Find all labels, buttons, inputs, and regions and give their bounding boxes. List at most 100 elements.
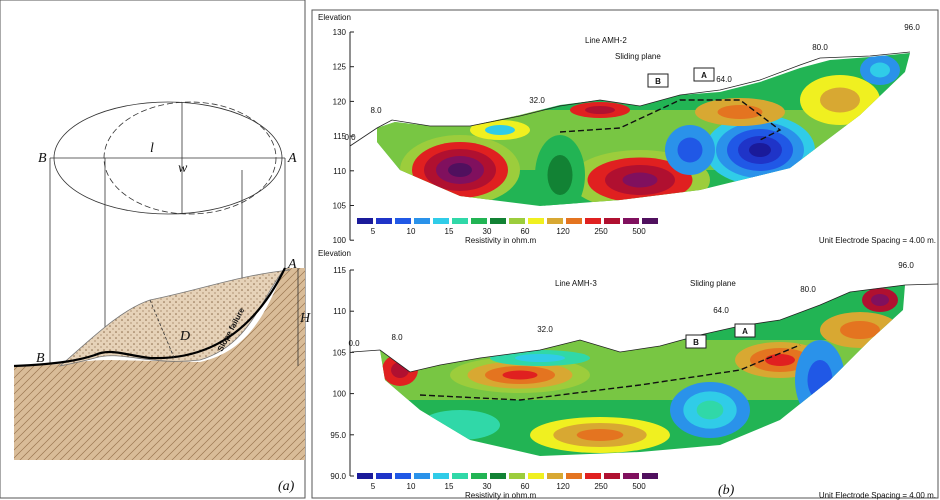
spacing-note: Unit Electrode Spacing = 4.00 m. xyxy=(819,491,936,500)
legend-swatch xyxy=(452,218,468,224)
elevation-label: 110 xyxy=(333,307,346,316)
legend-swatch xyxy=(585,218,601,224)
legend-swatch xyxy=(509,218,525,224)
diagram-label: D xyxy=(179,329,190,344)
resistivity-zone xyxy=(448,163,472,177)
resistivity-zone xyxy=(718,105,763,119)
legend-value: 5 xyxy=(371,482,376,491)
resistivity-zone xyxy=(503,371,538,380)
elevation-label: 90.0 xyxy=(330,472,346,481)
sliding-plane-label: Sliding plane xyxy=(690,279,736,288)
legend-swatch xyxy=(395,218,411,224)
elevation-label: 100 xyxy=(333,390,347,399)
legend-swatch xyxy=(585,473,601,479)
resistivity-zone xyxy=(871,294,889,306)
caption: (a) xyxy=(278,479,295,494)
axis-title: Elevation xyxy=(318,13,351,22)
legend-value: 120 xyxy=(556,482,570,491)
legend-swatch xyxy=(490,218,506,224)
legend-value: 10 xyxy=(407,227,416,236)
resistivity-zone xyxy=(870,63,890,78)
legend-value: 500 xyxy=(632,227,646,236)
distance-label: 8.0 xyxy=(391,333,403,342)
legend-swatch xyxy=(604,218,620,224)
distance-label: 8.0 xyxy=(370,106,382,115)
legend-swatch xyxy=(528,218,544,224)
diagram-label: B xyxy=(36,351,45,366)
legend-value: 5 xyxy=(371,227,376,236)
legend-swatch xyxy=(452,473,468,479)
legend-swatch xyxy=(547,218,563,224)
distance-label: 96.0 xyxy=(904,23,920,32)
legend-value: 10 xyxy=(407,482,416,491)
resistivity-zone xyxy=(749,143,771,157)
legend-title: Resistivity in ohm.m xyxy=(465,236,536,245)
marker-a: A xyxy=(701,71,707,80)
resistivity-zone xyxy=(840,321,880,339)
distance-label: 0.0 xyxy=(344,133,356,142)
legend-swatch xyxy=(623,473,639,479)
legend-value: 15 xyxy=(445,482,454,491)
legend-swatch xyxy=(376,218,392,224)
distance-label: 96.0 xyxy=(898,261,914,270)
legend-value: 250 xyxy=(594,227,608,236)
diagram-label: B xyxy=(38,151,47,166)
legend-swatch xyxy=(414,473,430,479)
legend-swatch xyxy=(433,218,449,224)
elevation-label: 130 xyxy=(333,28,347,37)
elevation-label: 120 xyxy=(333,97,347,106)
resistivity-zone xyxy=(548,155,573,195)
line-name: Line AMH-2 xyxy=(585,36,627,45)
resistivity-zone xyxy=(697,401,724,420)
legend-swatch xyxy=(471,218,487,224)
legend-title: Resistivity in ohm.m xyxy=(465,491,536,500)
legend-swatch xyxy=(414,218,430,224)
legend-swatch xyxy=(433,473,449,479)
resistivity-zone xyxy=(678,138,703,163)
legend-value: 60 xyxy=(521,227,530,236)
elevation-label: 95.0 xyxy=(330,431,346,440)
marker-a: A xyxy=(742,327,748,336)
resistivity-zone xyxy=(515,354,565,362)
distance-label: 80.0 xyxy=(812,43,828,52)
legend-swatch xyxy=(642,218,658,224)
elevation-label: 125 xyxy=(333,63,347,72)
line-name: Line AMH-3 xyxy=(555,279,597,288)
diagram-label: l xyxy=(150,141,154,156)
distance-label: 32.0 xyxy=(537,325,553,334)
legend-swatch xyxy=(528,473,544,479)
resistivity-zone xyxy=(577,429,624,441)
elevation-label: 100 xyxy=(333,236,347,245)
legend-swatch xyxy=(395,473,411,479)
legend-value: 15 xyxy=(445,227,454,236)
legend-swatch xyxy=(376,473,392,479)
legend-value: 250 xyxy=(594,482,608,491)
spacing-note: Unit Electrode Spacing = 4.00 m. xyxy=(819,236,936,245)
resistivity-zone xyxy=(485,125,515,135)
resistivity-zone xyxy=(585,106,615,114)
legend-swatch xyxy=(547,473,563,479)
distance-label: 64.0 xyxy=(713,306,729,315)
legend-swatch xyxy=(604,473,620,479)
diagram-label: A xyxy=(287,151,297,166)
distance-label: 64.0 xyxy=(716,75,732,84)
legend-swatch xyxy=(357,218,373,224)
axis-title: Elevation xyxy=(318,249,351,258)
elevation-label: 105 xyxy=(333,202,347,211)
distance-label: 80.0 xyxy=(800,285,816,294)
legend-swatch xyxy=(623,218,639,224)
caption: (b) xyxy=(718,483,735,498)
legend-swatch xyxy=(566,473,582,479)
legend-swatch xyxy=(471,473,487,479)
diagram-label: H xyxy=(299,311,311,326)
diagram-label: w xyxy=(178,161,188,176)
elevation-label: 105 xyxy=(333,348,347,357)
legend-swatch xyxy=(490,473,506,479)
marker-b: B xyxy=(655,77,661,86)
figure: BlwAABHDSlope failure(a)(b)Elevation1301… xyxy=(0,0,940,500)
legend-value: 30 xyxy=(483,227,492,236)
legend-swatch xyxy=(357,473,373,479)
distance-label: 32.0 xyxy=(529,96,545,105)
elevation-label: 115 xyxy=(333,266,346,275)
legend-swatch xyxy=(642,473,658,479)
